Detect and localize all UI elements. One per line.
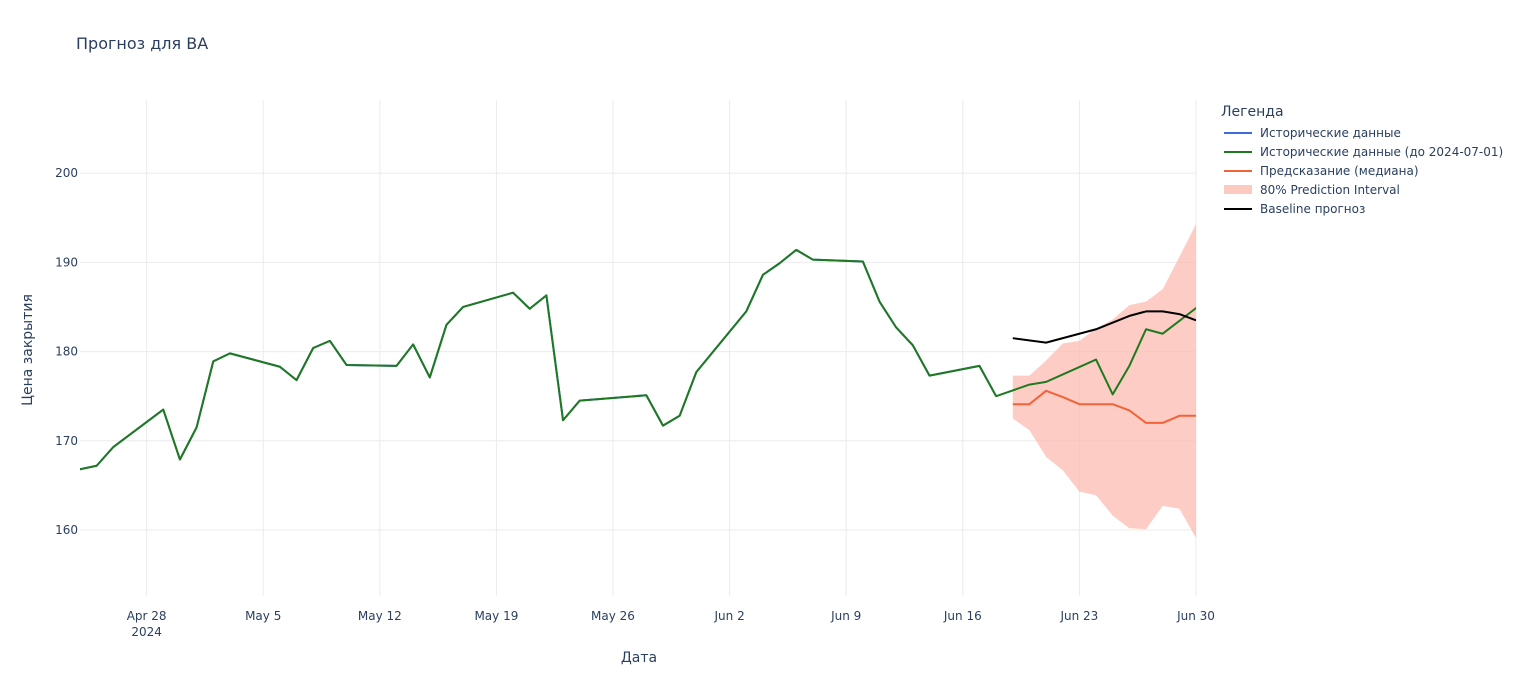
x-tick-label: May 19 [474, 609, 518, 623]
legend-item-median[interactable]: Предсказание (медиана) [1221, 161, 1503, 180]
y-axis-title: Цена закрытия [20, 294, 36, 406]
legend-label-interval: 80% Prediction Interval [1260, 182, 1400, 197]
legend-item-historical-full[interactable]: Исторические данные (до 2024-07-01) [1221, 142, 1503, 161]
x-tick-label: Jun 30 [1176, 609, 1215, 623]
legend-item-interval[interactable]: 80% Prediction Interval [1221, 180, 1503, 199]
legend-label-historical-full: Исторические данные (до 2024-07-01) [1260, 144, 1504, 159]
series-historical-full [80, 248, 1196, 471]
legend-title: Легенда [1221, 104, 1284, 120]
y-tick-label: 180 [55, 345, 78, 359]
chart-title: Прогноз для BA [76, 34, 209, 53]
legend-swatch-interval [1224, 185, 1252, 194]
series-baseline [1012, 310, 1196, 344]
x-tick-label: Jun 2 [714, 609, 745, 623]
x-tick-label: Apr 28 [127, 609, 167, 623]
series-median [1012, 389, 1196, 424]
y-tick-label: 160 [55, 523, 78, 537]
x-tick-label: May 5 [245, 609, 281, 623]
x-tick-label: May 26 [591, 609, 635, 623]
y-tick-label: 170 [55, 434, 78, 448]
legend-item-baseline[interactable]: Baseline прогноз [1221, 199, 1503, 218]
y-tick-label: 190 [55, 255, 78, 269]
legend-swatch-historical [1224, 131, 1252, 134]
x-axis-title: Дата [621, 650, 657, 666]
y-tick-label: 200 [55, 166, 78, 180]
legend-label-median: Предсказание (медиана) [1260, 163, 1419, 178]
series-interval-band [1012, 224, 1196, 539]
legend-swatch-historical-full [1224, 150, 1252, 153]
x-tick-label: Jun 16 [943, 609, 982, 623]
legend-label-historical: Исторические данные [1260, 125, 1401, 140]
legend-label-baseline: Baseline прогноз [1260, 201, 1366, 216]
legend-swatch-median [1224, 169, 1252, 172]
x-tick-label: May 12 [358, 609, 402, 623]
legend-item-historical[interactable]: Исторические данные [1221, 123, 1503, 142]
legend: Легенда Исторические данные Исторические… [1221, 104, 1503, 218]
x-tick-sublabel: 2024 [131, 625, 162, 639]
legend-swatch-baseline [1224, 207, 1252, 210]
x-tick-label: Jun 23 [1059, 609, 1098, 623]
x-tick-label: Jun 9 [830, 609, 861, 623]
